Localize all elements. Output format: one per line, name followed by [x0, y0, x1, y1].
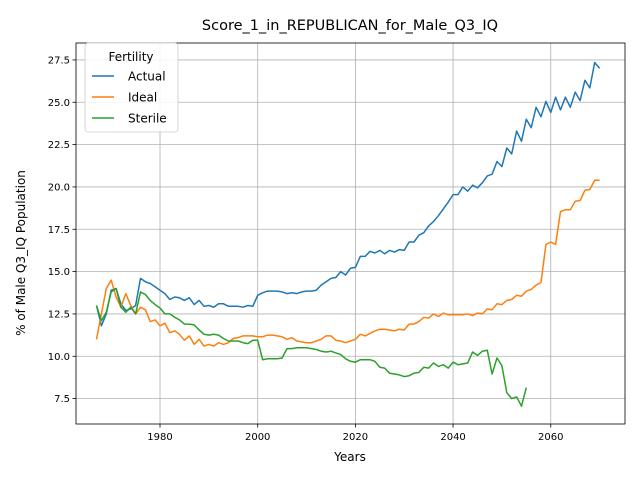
x-tick-label: 1980	[147, 432, 172, 443]
y-tick-label: 10.0	[48, 352, 70, 363]
y-axis-label: % of Male Q3_IQ Population	[14, 170, 28, 336]
legend-title: Fertility	[108, 50, 153, 64]
y-tick-label: 22.5	[48, 140, 70, 151]
y-tick-label: 25.0	[48, 98, 70, 109]
series-line-actual	[95, 61, 601, 327]
y-tick-label: 17.5	[48, 225, 70, 236]
x-axis-label: Years	[333, 450, 366, 464]
x-tick-label: 2020	[343, 432, 368, 443]
legend-label-ideal: Ideal	[128, 90, 157, 104]
y-tick-label: 20.0	[48, 183, 70, 194]
legend: Fertility Actual Ideal Sterile	[84, 42, 179, 133]
series-line-ideal	[95, 179, 600, 347]
y-tick-label: 7.5	[54, 394, 70, 405]
y-axis: 7.5 10.0 12.5 15.0 17.5 20.0 22.5 25.0 27.5	[48, 56, 76, 405]
y-tick-label: 15.0	[48, 267, 70, 278]
x-axis: 1980 2000 2020 2040 2060	[147, 424, 563, 443]
y-tick-label: 27.5	[48, 56, 70, 67]
y-tick-label: 12.5	[48, 310, 70, 321]
x-tick-label: 2040	[440, 432, 465, 443]
x-tick-label: 2060	[538, 432, 563, 443]
plot-area-frame	[75, 42, 626, 425]
legend-label-sterile: Sterile	[128, 111, 167, 125]
legend-box	[84, 42, 179, 133]
x-tick-label: 2000	[245, 432, 270, 443]
chart-title: Score_1_in_REPUBLICAN_for_Male_Q3_IQ	[202, 18, 498, 34]
legend-label-actual: Actual	[128, 69, 166, 83]
series-lines	[95, 61, 601, 407]
series-line-sterile	[95, 287, 528, 407]
